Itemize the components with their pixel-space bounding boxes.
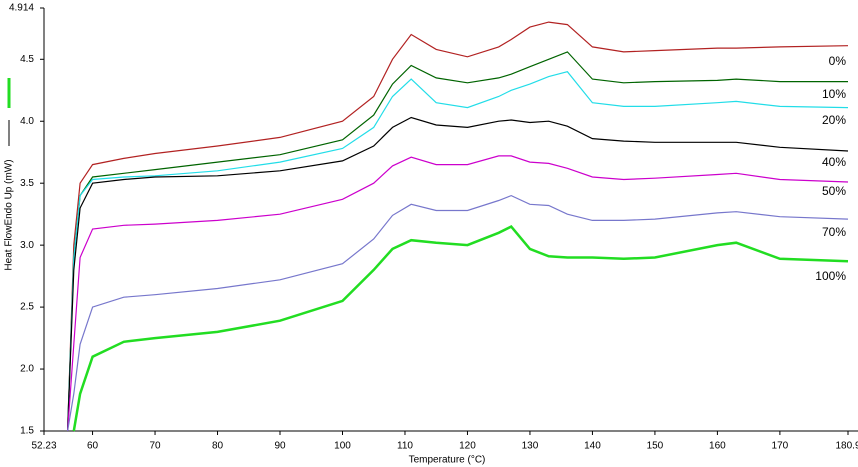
x-tick-label: 100 — [334, 441, 351, 452]
y-tick-label: 4.914 — [9, 3, 34, 14]
x-tick-label: 80 — [212, 441, 224, 452]
x-tick-label: 180.9 — [835, 441, 858, 452]
series-line — [67, 21, 849, 432]
series-label: 20% — [822, 113, 846, 127]
y-tick-label: 2.5 — [20, 302, 34, 313]
x-tick-label: 60 — [87, 441, 99, 452]
y-tick-label: 1.5 — [20, 426, 34, 437]
x-tick-label: 90 — [274, 441, 286, 452]
x-tick-label: 150 — [647, 441, 664, 452]
series-line — [72, 225, 849, 432]
x-tick-label: 70 — [149, 441, 161, 452]
x-tick-label: 160 — [709, 441, 726, 452]
x-tick-label: 120 — [459, 441, 476, 452]
series-line — [67, 116, 849, 432]
series-label: 50% — [822, 184, 846, 198]
series-label: 70% — [822, 225, 846, 239]
series-label: 100% — [815, 269, 846, 283]
series-label: 10% — [822, 87, 846, 101]
y-tick-label: 2.0 — [20, 364, 34, 375]
y-tick-label: 4.5 — [20, 54, 34, 65]
x-tick-label: 130 — [522, 441, 539, 452]
series-line — [67, 194, 849, 432]
series-line — [67, 155, 849, 432]
series-label: 40% — [822, 155, 846, 169]
y-tick-label: 3.5 — [20, 178, 34, 189]
series-label: 0% — [829, 54, 847, 68]
x-tick-label: 110 — [397, 441, 413, 452]
x-tick-label: 170 — [772, 441, 789, 452]
y-tick-label: 4.0 — [20, 116, 34, 127]
series-line — [67, 71, 849, 432]
x-axis-title: Temperature (°C) — [409, 455, 486, 466]
y-tick-label: 3.0 — [20, 240, 34, 251]
x-tick-label: 140 — [584, 441, 601, 452]
y-axis-title: Heat FlowEndo Up (mW) — [4, 159, 15, 270]
x-tick-label: 52.23 — [31, 441, 56, 452]
series-line — [67, 51, 848, 432]
